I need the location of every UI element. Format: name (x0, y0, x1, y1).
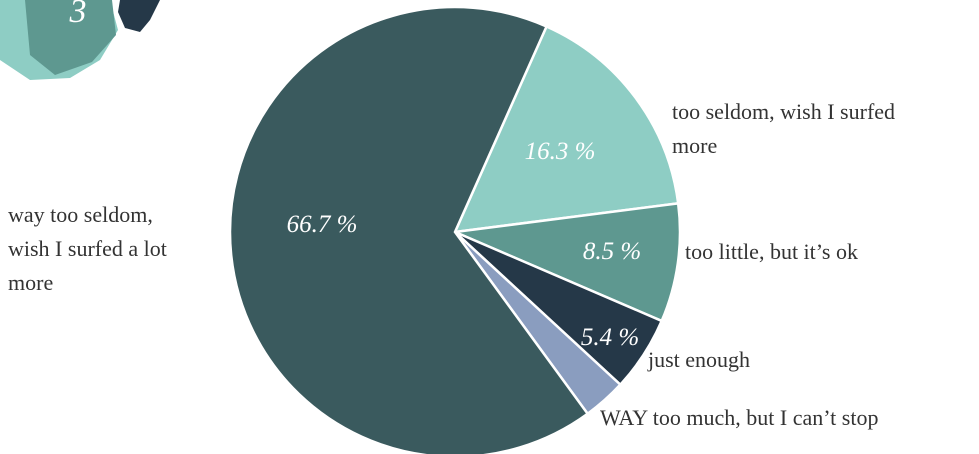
pie-slice (450, 201, 682, 323)
badge-decoration: 3 (0, 0, 160, 80)
category-label: too little, but it’s ok (685, 239, 858, 264)
category-label: too seldom, wish I surfed more (672, 99, 896, 158)
category-label: WAY too much, but I can’t stop (600, 405, 879, 430)
value-label: 5.4 % (580, 324, 640, 351)
pie-slice (228, 5, 590, 454)
category-label: way too seldom, wish I surfed a lot more (8, 202, 167, 295)
category-label: just enough (648, 347, 751, 372)
value-label: 66.7 % (286, 211, 358, 238)
value-label: 16.3 % (524, 138, 596, 165)
value-label: 8.5 % (582, 238, 642, 265)
pie-slice (452, 24, 680, 234)
badge-number: 3 (69, 0, 87, 30)
